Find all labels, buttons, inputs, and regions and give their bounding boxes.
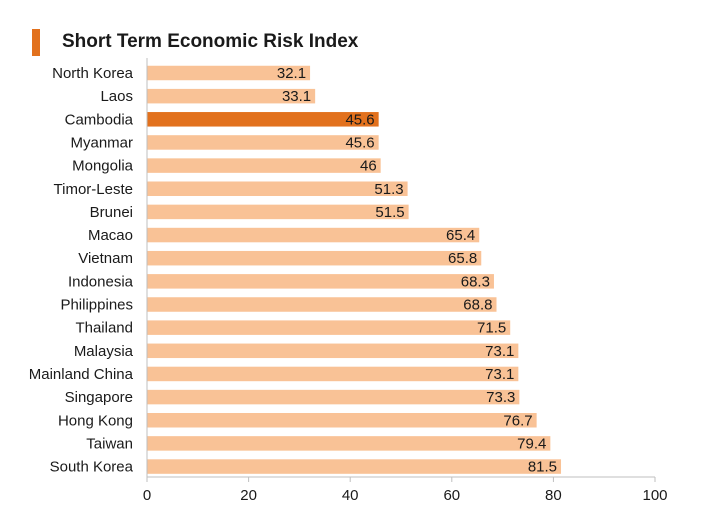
bar-north-korea — [147, 65, 311, 81]
bar-malaysia — [147, 343, 519, 359]
value-label: 79.4 — [517, 435, 546, 452]
bar-south-korea — [147, 459, 562, 474]
category-label: Malaysia — [74, 343, 134, 360]
x-tick-label: 20 — [240, 487, 257, 504]
category-label: North Korea — [52, 65, 134, 82]
category-label: Brunei — [90, 204, 133, 221]
bar-mongolia — [147, 158, 381, 173]
bar-cambodia — [147, 112, 379, 127]
value-label: 51.5 — [375, 204, 404, 221]
category-label: Philippines — [60, 297, 133, 314]
value-label: 73.3 — [486, 389, 515, 406]
category-label: Cambodia — [65, 111, 134, 128]
value-label: 51.3 — [374, 181, 403, 198]
value-label: 76.7 — [503, 412, 532, 429]
bar-indonesia — [147, 274, 494, 289]
value-label: 71.5 — [477, 320, 506, 337]
bar-singapore — [147, 389, 520, 405]
x-tick-label: 60 — [443, 487, 460, 504]
category-label: Indonesia — [68, 273, 134, 290]
value-label: 32.1 — [277, 65, 306, 82]
value-label: 65.8 — [448, 250, 477, 267]
title-accent-bar — [32, 29, 40, 56]
bar-myanmar — [147, 135, 379, 150]
bar-timor-leste — [147, 181, 408, 196]
x-tick-label: 0 — [143, 487, 151, 504]
value-label: 46 — [360, 158, 377, 175]
value-label: 68.8 — [463, 297, 492, 314]
bar-thailand — [147, 320, 511, 335]
bar-mainland-china — [147, 366, 519, 382]
bar-hong-kong — [147, 413, 537, 428]
value-label: 45.6 — [345, 134, 374, 151]
value-label: 73.1 — [485, 343, 514, 360]
x-tick-label: 100 — [642, 487, 667, 504]
category-label: Timor-Leste — [54, 181, 133, 198]
bar-philippines — [147, 297, 497, 312]
category-label: Thailand — [75, 320, 133, 337]
category-label: Mongolia — [72, 158, 134, 175]
category-label: Mainland China — [29, 366, 134, 383]
category-label: Macao — [88, 227, 133, 244]
chart-title: Short Term Economic Risk Index — [62, 31, 359, 52]
category-label: Hong Kong — [58, 412, 133, 429]
x-tick-label: 80 — [545, 487, 562, 504]
value-label: 81.5 — [528, 459, 557, 476]
category-label: Myanmar — [70, 134, 133, 151]
category-label: Laos — [100, 88, 133, 105]
bar-taiwan — [147, 436, 551, 451]
value-label: 45.6 — [345, 111, 374, 128]
category-label: Singapore — [65, 389, 133, 406]
bar-macao — [147, 227, 480, 243]
category-label: Vietnam — [78, 250, 133, 267]
value-label: 65.4 — [446, 227, 475, 244]
value-label: 68.3 — [461, 273, 490, 290]
bar-laos — [147, 88, 316, 104]
x-tick-label: 40 — [342, 487, 359, 504]
value-label: 33.1 — [282, 88, 311, 105]
category-label: Taiwan — [86, 435, 133, 452]
bar-brunei — [147, 204, 409, 220]
bar-vietnam — [147, 250, 482, 266]
value-label: 73.1 — [485, 366, 514, 383]
category-label: South Korea — [50, 459, 134, 476]
